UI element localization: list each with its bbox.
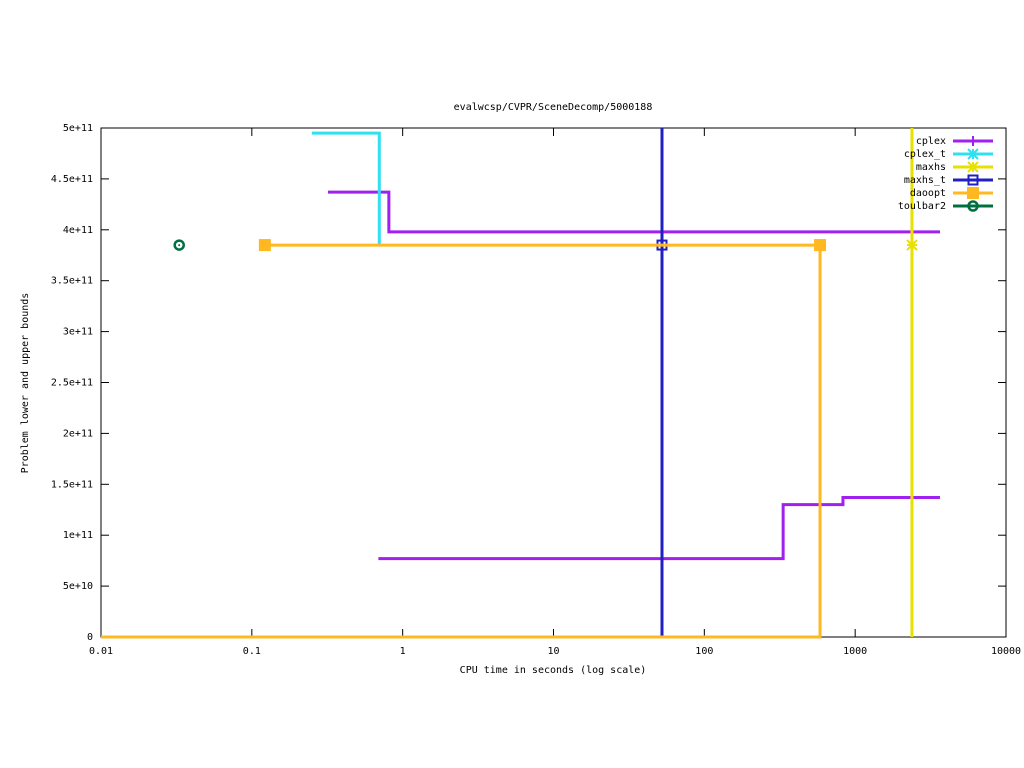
legend-label: maxhs — [916, 162, 946, 173]
marker-shape — [178, 244, 181, 247]
marker — [967, 148, 979, 160]
x-tick-label: 0.1 — [243, 646, 261, 657]
series-line — [311, 131, 381, 246]
y-tick-label: 3e+11 — [63, 327, 93, 338]
y-tick-label: 5e+11 — [63, 123, 93, 134]
marker-stroke — [967, 161, 979, 173]
x-tick-label: 10000 — [991, 646, 1021, 657]
legend-label: toulbar2 — [898, 201, 946, 212]
y-tick-label: 4.5e+11 — [51, 174, 93, 185]
series-line — [328, 190, 940, 561]
legend-label: cplex — [916, 136, 946, 147]
x-tick-label: 1 — [400, 646, 406, 657]
marker — [258, 239, 271, 252]
x-tick-label: 1000 — [843, 646, 867, 657]
marker — [967, 187, 979, 199]
marker — [906, 239, 918, 251]
x-tick-label: 100 — [695, 646, 713, 657]
y-axis-label: Problem lower and upper bounds — [20, 293, 31, 474]
x-tick-label: 10 — [547, 646, 559, 657]
marker-shape — [967, 200, 979, 212]
y-tick-label: 2e+11 — [63, 428, 93, 439]
y-tick-label: 4e+11 — [63, 225, 93, 236]
marker — [967, 174, 979, 186]
y-tick-label: 2.5e+11 — [51, 378, 93, 389]
y-tick-label: 5e+10 — [63, 581, 93, 592]
marker-shape — [173, 239, 185, 251]
marker-shape — [258, 239, 271, 252]
marker — [967, 161, 979, 173]
y-tick-label: 3.5e+11 — [51, 276, 93, 287]
legend-label: maxhs_t — [904, 175, 946, 186]
marker — [814, 239, 827, 252]
y-tick-label: 0 — [87, 632, 93, 643]
plot-frame — [100, 127, 1007, 638]
marker — [967, 200, 979, 212]
marker-shape — [814, 239, 827, 252]
marker — [173, 239, 185, 251]
chart-title: evalwcsp/CVPR/SceneDecomp/5000188 — [454, 102, 653, 113]
marker-stroke — [967, 148, 979, 160]
marker-shape — [972, 205, 974, 207]
x-axis-label: CPU time in seconds (log scale) — [460, 665, 647, 676]
marker-shape — [967, 187, 979, 199]
legend-label: daoopt — [910, 188, 946, 199]
marker — [968, 136, 978, 146]
x-tick-label: 0.01 — [89, 646, 113, 657]
marker-stroke — [906, 239, 918, 251]
marker-shape — [967, 174, 979, 186]
y-tick-label: 1.5e+11 — [51, 479, 93, 490]
legend-label: cplex_t — [904, 149, 946, 160]
series-line — [101, 243, 822, 639]
y-tick-label: 1e+11 — [63, 530, 93, 541]
